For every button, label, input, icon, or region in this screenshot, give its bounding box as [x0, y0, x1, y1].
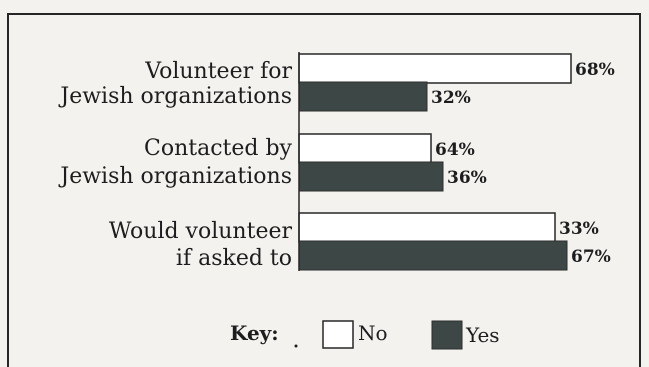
legend-dot	[294, 344, 298, 348]
legend-title: Key:	[230, 321, 279, 345]
data-label: 36%	[447, 168, 487, 188]
category-label: Contacted by	[144, 136, 293, 161]
data-label: 32%	[431, 88, 471, 108]
legend-swatch-no	[322, 320, 354, 349]
legend: Key: No Yes	[230, 320, 500, 350]
category-label: Would volunteer	[109, 219, 293, 244]
category-label: Jewish organizations	[58, 84, 292, 109]
legend-swatch-yes	[431, 320, 463, 350]
data-label: 33%	[559, 219, 599, 239]
data-label: 67%	[571, 247, 611, 267]
category-label: if asked to	[176, 246, 292, 271]
category-label: Jewish organizations	[58, 164, 292, 189]
bar-yes	[298, 240, 568, 271]
legend-label-no: No	[358, 321, 388, 345]
frame-border	[7, 13, 641, 367]
bar-yes	[298, 81, 428, 112]
bar-no	[298, 53, 572, 84]
data-label: 64%	[435, 140, 475, 160]
bar-no	[298, 133, 432, 164]
bar-no	[298, 212, 556, 243]
category-label: Volunteer for	[144, 59, 292, 84]
data-label: 68%	[575, 60, 615, 80]
bar-yes	[298, 161, 444, 192]
legend-label-yes: Yes	[465, 323, 500, 347]
